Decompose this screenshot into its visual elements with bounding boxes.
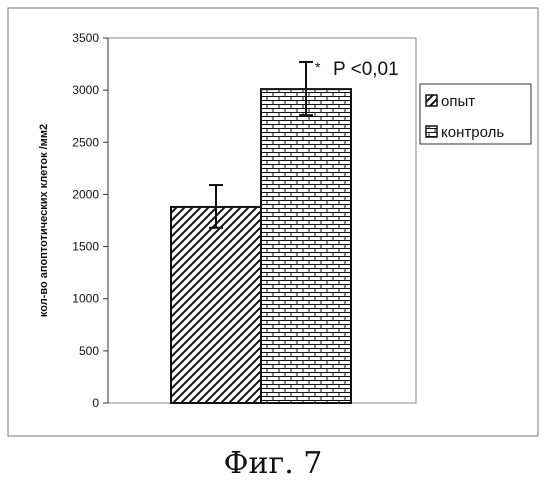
chart: 0 500 1000 1500 2000 2500 3000 3500 кол-во апопт… — [0, 0, 546, 440]
legend-swatch — [426, 95, 437, 106]
y-tick-label: 2000 — [72, 187, 99, 201]
significance-marker: * — [315, 59, 321, 75]
bar-контроль — [261, 89, 351, 403]
y-tick-label: 3000 — [72, 83, 99, 97]
y-axis-label: кол-во апоптотических клеток /мм2 — [38, 124, 50, 317]
p-value-annotation: P <0,01 — [333, 59, 399, 80]
y-tick-label: 500 — [79, 344, 99, 358]
bar-опыт — [171, 207, 261, 403]
legend-swatch — [426, 126, 437, 137]
y-tick-label: 2500 — [72, 135, 99, 149]
legend-label: контроль — [441, 124, 504, 141]
y-tick-label: 1000 — [72, 292, 99, 306]
y-tick-label: 0 — [92, 396, 99, 410]
figure-caption: Фиг. 7 — [0, 446, 546, 481]
y-tick-label: 3500 — [72, 31, 99, 45]
y-tick-label: 1500 — [72, 240, 99, 254]
legend-label: опыт — [441, 93, 475, 110]
